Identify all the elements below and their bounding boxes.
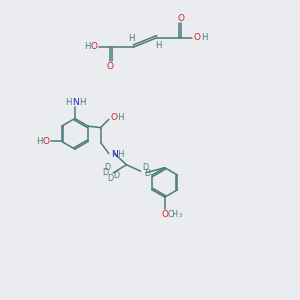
Text: O: O [194, 33, 201, 42]
Text: H: H [65, 98, 72, 106]
Text: CH: CH [167, 210, 178, 219]
Text: D: D [102, 168, 108, 177]
Text: D: D [104, 163, 110, 172]
Text: O: O [111, 113, 118, 122]
Text: H: H [117, 150, 123, 159]
Text: H: H [117, 113, 123, 122]
Text: O: O [177, 14, 184, 23]
Text: N: N [111, 150, 118, 159]
Text: O: O [161, 210, 168, 219]
Text: O: O [43, 137, 50, 146]
Text: O: O [107, 61, 114, 70]
Text: D: D [144, 169, 150, 178]
Text: H: H [84, 42, 91, 51]
Text: H: H [156, 41, 162, 50]
Text: D: D [107, 174, 113, 183]
Text: H: H [36, 137, 43, 146]
Text: H: H [79, 98, 86, 106]
Text: H: H [128, 34, 135, 43]
Text: H: H [201, 33, 207, 42]
Text: N: N [72, 98, 79, 106]
Text: O: O [91, 42, 98, 51]
Text: 3: 3 [178, 213, 182, 218]
Text: D: D [142, 163, 148, 172]
Text: D: D [113, 171, 119, 180]
